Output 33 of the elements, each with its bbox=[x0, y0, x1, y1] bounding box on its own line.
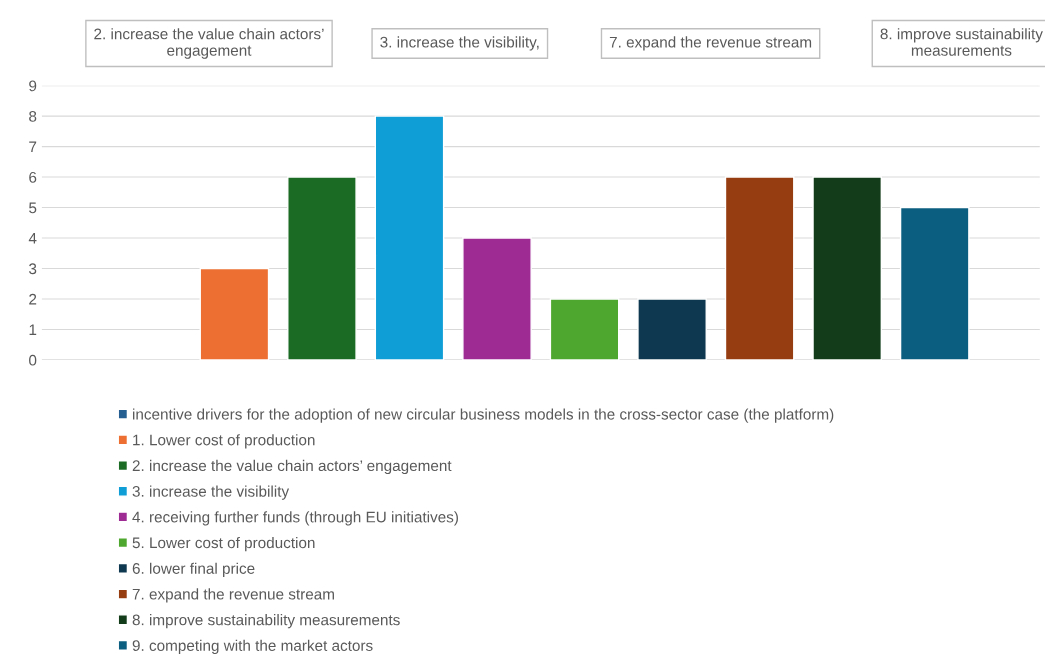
text: 2. increase the value chain actors’ engagement bbox=[94, 28, 324, 59]
y-tick-label: 8 bbox=[29, 110, 37, 122]
bar bbox=[637, 298, 707, 360]
y-tick-label: 1 bbox=[29, 324, 37, 335]
legend-label: 1. Lower cost of production bbox=[133, 434, 315, 449]
y-tick-label: 0 bbox=[29, 354, 37, 366]
bar bbox=[199, 267, 270, 360]
bar bbox=[812, 176, 883, 360]
legend-label: 9. competing with the market actors bbox=[132, 639, 373, 654]
y-tick-label: 6 bbox=[29, 171, 37, 183]
y-tick-label: 4 bbox=[28, 233, 37, 244]
legend-label: 8. improve sustainability measurements bbox=[132, 614, 400, 629]
legend-label: 4. receiving further funds (through EU initiatives) bbox=[132, 511, 458, 526]
y-tick-label: 5 bbox=[29, 202, 37, 214]
bar bbox=[899, 206, 970, 360]
y-tick-label: 9 bbox=[29, 80, 37, 92]
bar bbox=[462, 237, 532, 360]
legend-label: incentive drivers for the adoption of new circular business models in the cross-sector case (the platform) bbox=[133, 408, 834, 423]
y-tick-label: 2 bbox=[29, 293, 37, 305]
bar bbox=[724, 176, 795, 360]
legend-label: 5. Lower cost of production bbox=[132, 536, 315, 552]
y-tick-label: 7 bbox=[29, 141, 37, 153]
bar bbox=[374, 115, 445, 360]
legend-label: 6. lower final price bbox=[132, 562, 255, 577]
text: 7. expand the revenue stream bbox=[609, 36, 812, 51]
legend-label: 7. expand the revenue stream bbox=[132, 588, 334, 603]
bar bbox=[549, 298, 620, 360]
legend-label: 3. increase the visibility bbox=[132, 485, 290, 500]
y-tick-label: 3 bbox=[29, 263, 37, 275]
text: 8. improve sustainability measurements bbox=[880, 28, 1043, 56]
bar bbox=[287, 176, 357, 360]
text: 3. increase the visibility, bbox=[380, 36, 539, 51]
legend-label: 2. increase the value chain actors’ engagement bbox=[132, 459, 452, 475]
